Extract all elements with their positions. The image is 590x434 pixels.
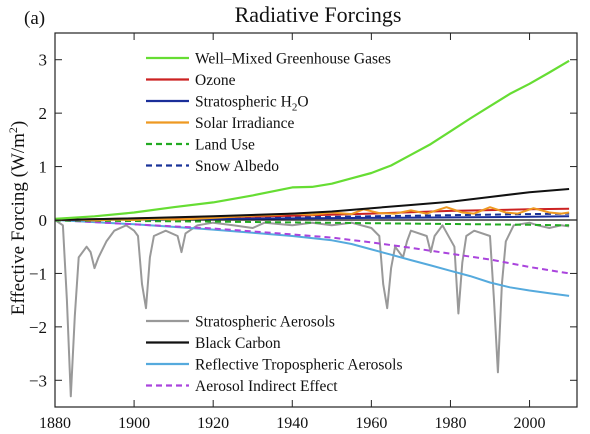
y-tick-label: 1 [39, 158, 48, 177]
y-tick-label: −2 [29, 318, 47, 337]
y-tick-label: 2 [39, 104, 48, 123]
series-line-stratospheric-aerosols [55, 219, 570, 398]
x-tick-label: 1940 [276, 415, 308, 432]
x-tick-label: 1980 [434, 415, 466, 432]
series-layer [55, 59, 570, 398]
x-tick-label: 1960 [355, 415, 387, 432]
legend-label: Land Use [195, 137, 255, 154]
legend-label: Solar Irradiance [195, 115, 295, 132]
legend-top: Well–Mixed Greenhouse Gases Ozone Stratosp… [146, 51, 391, 175]
chart-title: Radiative Forcings [235, 2, 402, 27]
series-line-solar-irradiance [55, 206, 570, 222]
y-axis-label-sup: 2 [6, 127, 20, 133]
tick-layer: 1880 1900 1920 1940 1960 1980 2000 −3 −2 −1 0 1 2 3 [29, 33, 577, 432]
legend-label: Snow Albedo [195, 158, 279, 175]
y-tick-label: 0 [39, 211, 48, 230]
x-tick-label: 1900 [118, 415, 150, 432]
x-tick-label: 1880 [39, 415, 71, 432]
y-tick-label: 3 [39, 51, 48, 70]
panel-label: (a) [24, 8, 45, 29]
series-line-well-mixed-greenhouse-gases [55, 59, 570, 220]
y-axis-label-main: Effective Forcing (W/m [8, 133, 29, 315]
y-axis-label-close: ) [8, 121, 29, 127]
legend-label: Ozone [195, 72, 236, 89]
x-tick-label: 1920 [197, 415, 229, 432]
legend-bottom: Stratospheric Aerosols Black Carbon Reflec… [146, 314, 403, 395]
legend-label: Stratospheric H2O [195, 94, 309, 114]
legend-label: Aerosol Indirect Effect [195, 378, 338, 395]
legend-label: Well–Mixed Greenhouse Gases [195, 51, 391, 68]
series-line-land-use [55, 219, 570, 227]
x-tick-label: 2000 [514, 415, 546, 432]
series-line-black-carbon [55, 188, 570, 221]
legend-label: Black Carbon [195, 335, 281, 352]
legend-label: Stratospheric Aerosols [195, 314, 335, 331]
legend-label: Reflective Tropospheric Aerosols [195, 357, 403, 374]
y-tick-label: −3 [29, 371, 47, 390]
y-axis-label: Effective Forcing (W/m2) [6, 121, 29, 316]
series-line-aerosol-indirect-effect [55, 219, 570, 275]
y-tick-label: −1 [29, 264, 47, 283]
